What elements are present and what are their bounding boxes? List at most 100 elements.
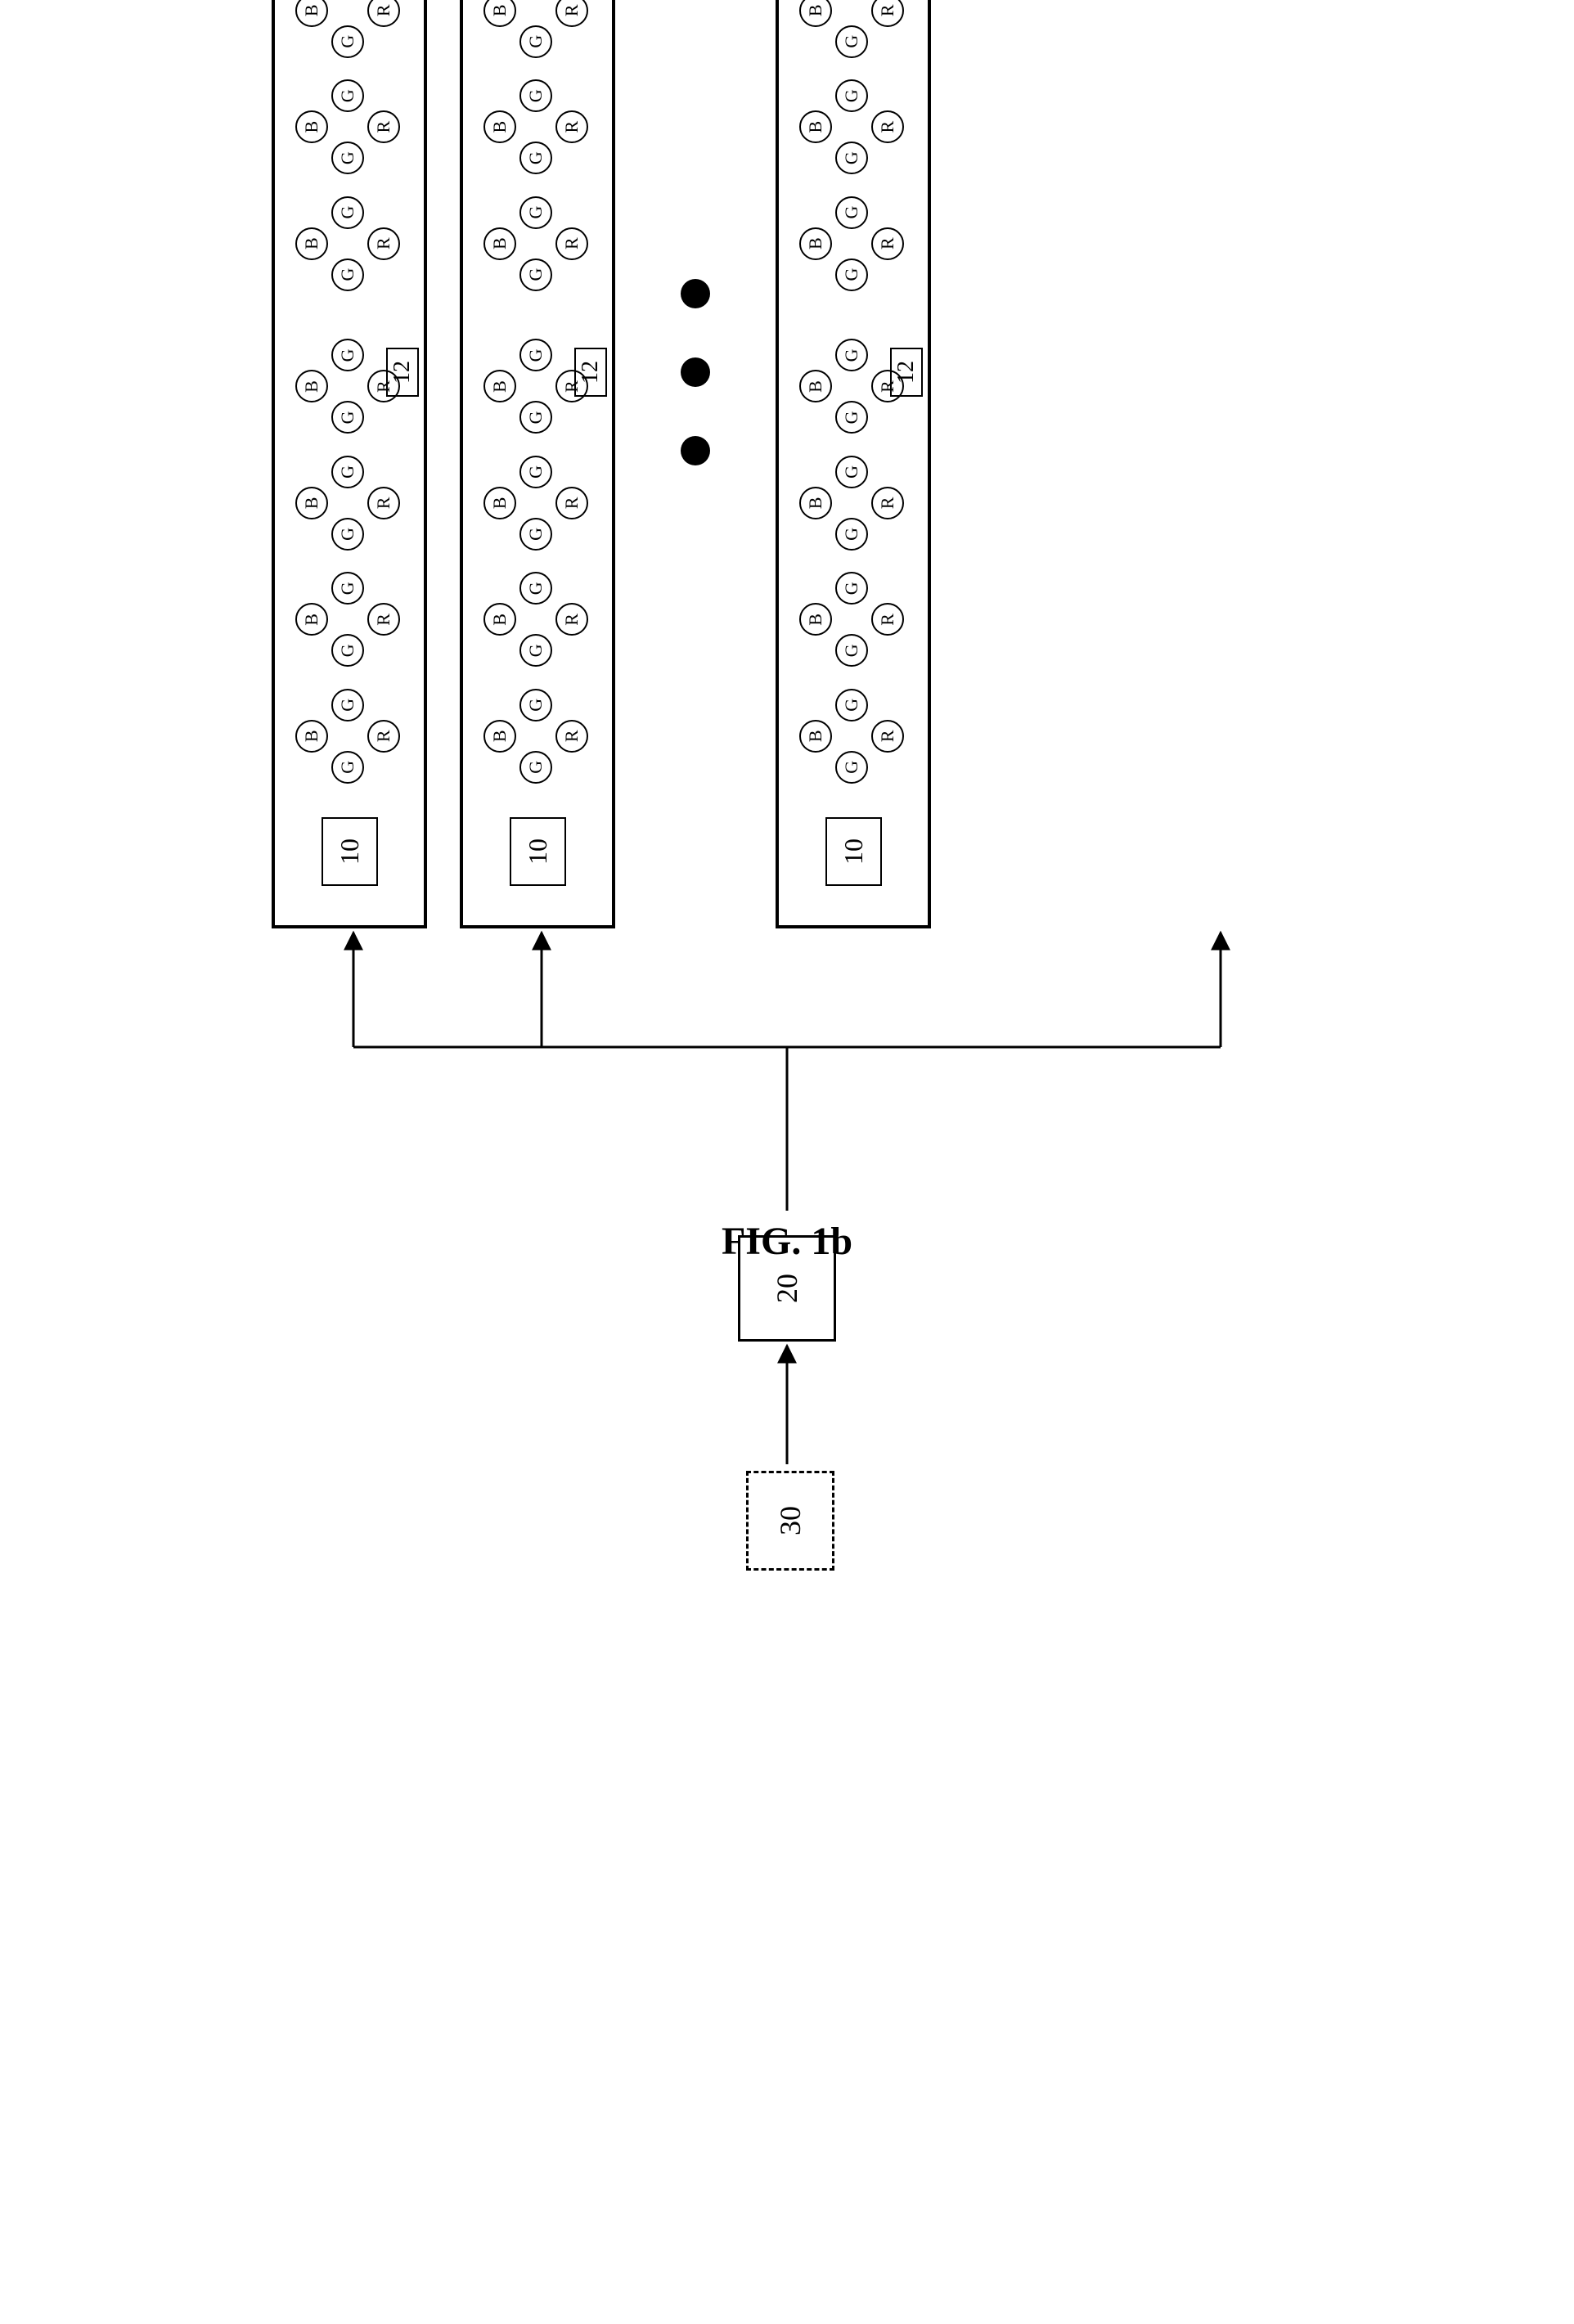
cluster-node-b: B — [799, 487, 832, 519]
cluster-node-g: G — [835, 456, 868, 488]
led-panel: 10BGGRBGGRBGGRBGGRBGGRBGGRBGGRBGGR12 — [272, 0, 427, 928]
cluster-node-g: G — [835, 518, 868, 551]
cluster-node-g: G — [331, 401, 364, 434]
rgb-cluster: BGGR — [796, 0, 911, 60]
cluster-node-r: R — [367, 110, 400, 143]
panel-driver-box-10: 10 — [322, 817, 378, 886]
panel-driver-box-10: 10 — [825, 817, 882, 886]
cluster-node-b: B — [295, 720, 328, 753]
cluster-node-g: G — [835, 196, 868, 229]
cluster-node-g: G — [519, 142, 552, 174]
controller-block-20: 20 — [738, 1235, 836, 1342]
source-block-30: 30 — [746, 1471, 834, 1571]
cluster-node-r: R — [871, 110, 904, 143]
cluster-node-g: G — [331, 572, 364, 605]
cluster-ref-label-12: 12 — [386, 348, 419, 397]
rgb-cluster: BGGR — [480, 195, 595, 293]
cluster-node-g: G — [519, 401, 552, 434]
cluster-row: BGGRBGGRBGGRBGGRBGGRBGGRBGGRBGGR — [480, 0, 595, 794]
ellipsis-dot — [681, 357, 710, 387]
cluster-node-g: G — [835, 751, 868, 784]
cluster-node-r: R — [555, 487, 588, 519]
cluster-node-r: R — [367, 487, 400, 519]
box-label: 20 — [771, 1274, 803, 1303]
rgb-cluster: BGGR — [480, 0, 595, 60]
cluster-node-g: G — [519, 751, 552, 784]
cluster-node-g: G — [331, 518, 364, 551]
cluster-node-g: G — [519, 25, 552, 58]
box-label: 30 — [774, 1506, 807, 1535]
rgb-cluster: BGGR — [796, 687, 911, 785]
rgb-cluster: BGGR — [480, 687, 595, 785]
cluster-node-g: G — [331, 25, 364, 58]
cluster-node-g: G — [331, 751, 364, 784]
cluster-node-g: G — [519, 258, 552, 291]
cluster-node-g: G — [331, 79, 364, 112]
cluster-ref-label-12: 12 — [574, 348, 607, 397]
cluster-node-b: B — [295, 603, 328, 636]
cluster-node-r: R — [871, 720, 904, 753]
cluster-node-b: B — [295, 0, 328, 27]
panel-column: 10BGGRBGGRBGGRBGGRBGGRBGGRBGGRBGGR1210BG… — [272, 0, 931, 928]
cluster-node-b: B — [483, 603, 516, 636]
rgb-cluster: BGGR — [292, 570, 407, 668]
rgb-cluster: BGGR — [480, 454, 595, 552]
cluster-node-g: G — [331, 196, 364, 229]
cluster-row: BGGRBGGRBGGRBGGRBGGRBGGRBGGRBGGR — [292, 0, 407, 794]
cluster-node-b: B — [799, 0, 832, 27]
cluster-node-g: G — [519, 196, 552, 229]
led-panel: 10BGGRBGGRBGGRBGGRBGGRBGGRBGGRBGGR12 — [460, 0, 615, 928]
cluster-node-g: G — [519, 572, 552, 605]
cluster-node-r: R — [555, 720, 588, 753]
cluster-node-g: G — [835, 401, 868, 434]
cluster-node-r: R — [367, 603, 400, 636]
rgb-cluster: BGGR — [292, 78, 407, 176]
cluster-node-b: B — [483, 720, 516, 753]
cluster-node-g: G — [331, 689, 364, 721]
rgb-cluster: BGGR — [292, 195, 407, 293]
cluster-node-b: B — [799, 603, 832, 636]
cluster-node-r: R — [367, 0, 400, 27]
rgb-cluster: BGGR — [796, 78, 911, 176]
panel-driver-box-10: 10 — [510, 817, 566, 886]
cluster-node-g: G — [835, 339, 868, 371]
cluster-node-g: G — [835, 634, 868, 667]
cluster-node-b: B — [295, 370, 328, 402]
cluster-node-g: G — [519, 79, 552, 112]
ellipsis-dot — [681, 279, 710, 308]
rgb-cluster: BGGR — [796, 195, 911, 293]
cluster-node-r: R — [367, 227, 400, 260]
cluster-node-b: B — [295, 227, 328, 260]
rgb-cluster: BGGR — [480, 570, 595, 668]
cluster-node-g: G — [835, 142, 868, 174]
cluster-node-r: R — [871, 487, 904, 519]
ellipsis-dots — [648, 0, 743, 928]
cluster-node-g: G — [835, 572, 868, 605]
rgb-cluster: BGGR — [796, 454, 911, 552]
cluster-node-g: G — [519, 634, 552, 667]
cluster-node-g: G — [835, 79, 868, 112]
cluster-node-g: G — [835, 258, 868, 291]
cluster-node-r: R — [871, 227, 904, 260]
cluster-node-b: B — [483, 110, 516, 143]
cluster-node-b: B — [799, 720, 832, 753]
cluster-node-g: G — [519, 339, 552, 371]
cluster-node-g: G — [519, 518, 552, 551]
cluster-node-g: G — [835, 689, 868, 721]
cluster-row: BGGRBGGRBGGRBGGRBGGRBGGRBGGRBGGR — [796, 0, 911, 794]
cluster-node-b: B — [295, 487, 328, 519]
rgb-cluster: BGGR — [796, 570, 911, 668]
rgb-cluster: BGGR — [292, 0, 407, 60]
cluster-node-r: R — [555, 0, 588, 27]
rgb-cluster: BGGR — [480, 78, 595, 176]
cluster-node-g: G — [331, 456, 364, 488]
cluster-node-r: R — [367, 720, 400, 753]
rgb-cluster: BGGR — [292, 687, 407, 785]
cluster-node-r: R — [871, 0, 904, 27]
cluster-node-b: B — [483, 0, 516, 27]
cluster-node-b: B — [483, 370, 516, 402]
cluster-node-b: B — [799, 110, 832, 143]
cluster-node-g: G — [331, 339, 364, 371]
cluster-node-r: R — [871, 603, 904, 636]
cluster-ref-label-12: 12 — [890, 348, 923, 397]
